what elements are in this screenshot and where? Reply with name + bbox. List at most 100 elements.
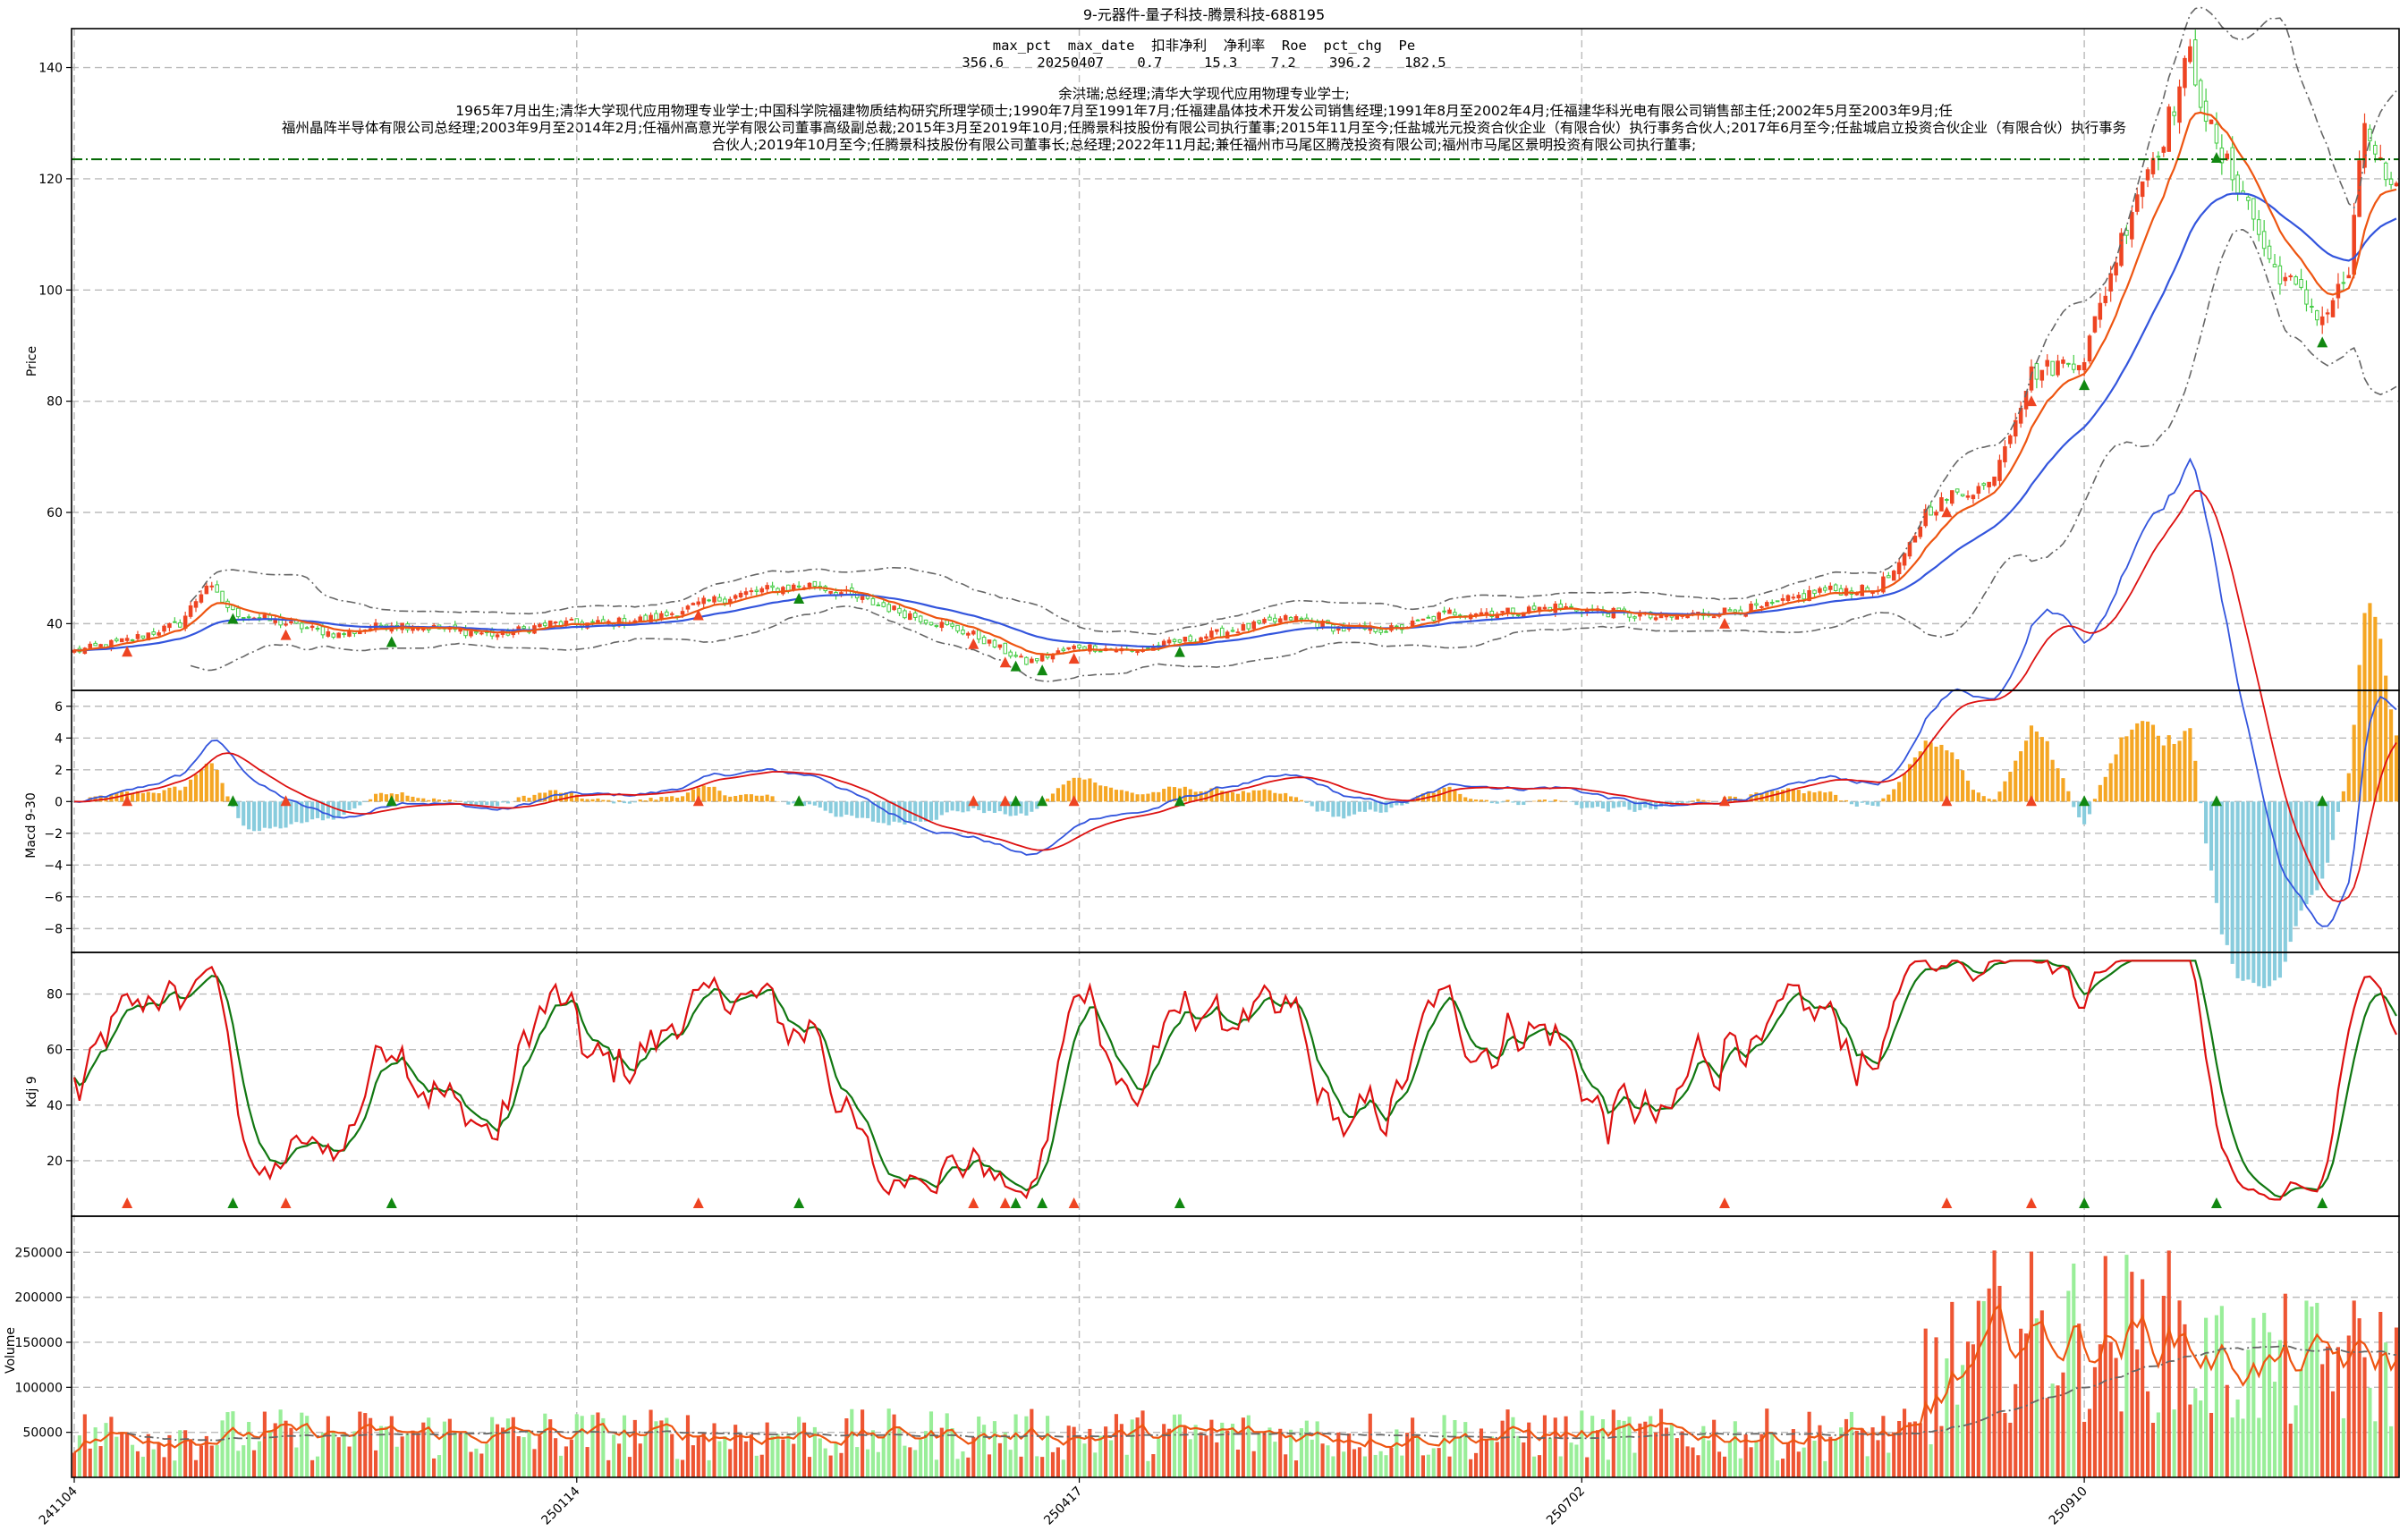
kdj-sell-marker bbox=[2079, 1197, 2090, 1208]
bio-line-1: 余洪瑞;总经理;清华大学现代应用物理专业学士; bbox=[1058, 86, 1350, 102]
volume-bar bbox=[262, 1411, 267, 1477]
volume-bar bbox=[1378, 1451, 1383, 1477]
volume-bar bbox=[82, 1414, 87, 1477]
volume-bar bbox=[1331, 1456, 1335, 1477]
macd-hist-bar bbox=[792, 801, 796, 804]
candle-body bbox=[2319, 316, 2325, 326]
macd-hist-bar bbox=[1246, 792, 1251, 802]
candle-body bbox=[1072, 645, 1076, 649]
volume-bar bbox=[1405, 1433, 1410, 1477]
volume-bar bbox=[739, 1433, 743, 1477]
macd-hist-bar bbox=[215, 769, 219, 802]
volume-bar bbox=[966, 1457, 971, 1477]
volume-bar bbox=[1008, 1450, 1013, 1477]
macd-hist-bar bbox=[601, 799, 606, 802]
macd-hist-bar bbox=[1469, 799, 1473, 802]
volume-bar bbox=[394, 1446, 399, 1477]
candle-body bbox=[304, 627, 309, 630]
volume-bar bbox=[627, 1457, 632, 1477]
volume-bar bbox=[2103, 1256, 2107, 1477]
volume-bar bbox=[135, 1451, 140, 1477]
volume-bar bbox=[812, 1426, 817, 1477]
macd-hist-bar bbox=[2156, 735, 2160, 802]
candle-body bbox=[2098, 302, 2103, 320]
macd-hist-bar bbox=[1881, 798, 1886, 802]
candle-body bbox=[1569, 605, 1573, 608]
volume-bar bbox=[834, 1442, 838, 1477]
volume-bar bbox=[1505, 1409, 1510, 1477]
candle-body bbox=[886, 604, 891, 613]
volume-bar bbox=[1997, 1285, 2002, 1477]
kdj-sell-marker bbox=[227, 1197, 239, 1208]
candle-body bbox=[2039, 369, 2045, 381]
macd-hist-bar bbox=[2150, 724, 2156, 802]
candle-body bbox=[315, 627, 320, 630]
macd-hist-bar bbox=[1420, 793, 1425, 802]
vol-frame bbox=[71, 1215, 2400, 1478]
macd-hist-bar bbox=[384, 794, 388, 802]
volume-bar bbox=[284, 1420, 288, 1477]
macd-hist-bar bbox=[1537, 799, 1542, 802]
candle-body bbox=[992, 639, 997, 648]
macd-hist-bar bbox=[1304, 801, 1309, 803]
volume-bar bbox=[781, 1439, 785, 1477]
macd-hist-bar bbox=[2039, 737, 2044, 802]
macd-hist-bar bbox=[1342, 801, 1346, 819]
macd-hist-bar bbox=[2166, 735, 2171, 802]
volume-bar bbox=[189, 1439, 193, 1477]
volume-bar bbox=[670, 1434, 674, 1477]
macd-hist-bar bbox=[1384, 801, 1388, 813]
macd-hist-bar bbox=[1981, 796, 1986, 802]
volume-bar bbox=[251, 1450, 257, 1477]
volume-bar bbox=[1326, 1445, 1330, 1477]
candle-body bbox=[643, 614, 648, 622]
kdj-y-tick-label: 80 bbox=[47, 988, 63, 1002]
volume-bar bbox=[2294, 1405, 2298, 1477]
x-tick-label: 250910 bbox=[2047, 1484, 2090, 1528]
candle-body bbox=[1378, 629, 1383, 633]
volume-bar bbox=[2315, 1302, 2319, 1477]
volume-bar bbox=[1902, 1408, 1907, 1477]
volume-bar bbox=[881, 1437, 886, 1477]
macd-hist-bar bbox=[1616, 801, 1621, 808]
volume-bar bbox=[1717, 1451, 1722, 1477]
candle-body bbox=[538, 623, 542, 628]
candle-body bbox=[1442, 610, 1446, 613]
candle-body bbox=[1262, 618, 1267, 623]
candle-body bbox=[1896, 562, 1902, 575]
volume-bar bbox=[1516, 1435, 1521, 1477]
volume-bar bbox=[1108, 1440, 1114, 1477]
macd-hist-bar bbox=[1268, 790, 1272, 802]
volume-bar bbox=[1955, 1404, 1960, 1477]
macd-hist-bar bbox=[1522, 801, 1526, 806]
volume-bar bbox=[1082, 1443, 1087, 1477]
volume-bar bbox=[1495, 1442, 1499, 1477]
macd-hist-bar bbox=[1892, 789, 1896, 802]
macd-hist-bar bbox=[2199, 801, 2203, 804]
volume-bar bbox=[432, 1458, 437, 1477]
volume-bar bbox=[1124, 1454, 1129, 1477]
volume-bar bbox=[1278, 1428, 1283, 1477]
macd-hist-bar bbox=[162, 790, 166, 802]
candle-body bbox=[1024, 656, 1029, 665]
macd-hist-bar bbox=[2008, 772, 2013, 802]
macd-hist-bar bbox=[140, 792, 145, 802]
volume-bar bbox=[1130, 1419, 1134, 1477]
volume-bar bbox=[1489, 1436, 1494, 1477]
kdj-y-tick-label: 60 bbox=[47, 1044, 63, 1058]
macd-hist-bar bbox=[437, 799, 442, 802]
macd-hist-bar bbox=[189, 779, 193, 802]
candle-body bbox=[870, 597, 876, 605]
macd-y-tick-label: −8 bbox=[44, 922, 63, 936]
volume-bar bbox=[1420, 1455, 1425, 1477]
volume-bar bbox=[485, 1443, 489, 1477]
macd-hist-bar bbox=[1776, 791, 1780, 802]
volume-bar bbox=[2150, 1423, 2156, 1477]
volume-bar bbox=[2204, 1317, 2209, 1477]
volume-bar bbox=[844, 1418, 849, 1477]
macd-hist-bar bbox=[463, 801, 468, 806]
volume-bar bbox=[88, 1448, 92, 1477]
macd-hist-bar bbox=[1961, 770, 1965, 802]
volume-bar bbox=[1225, 1430, 1230, 1477]
